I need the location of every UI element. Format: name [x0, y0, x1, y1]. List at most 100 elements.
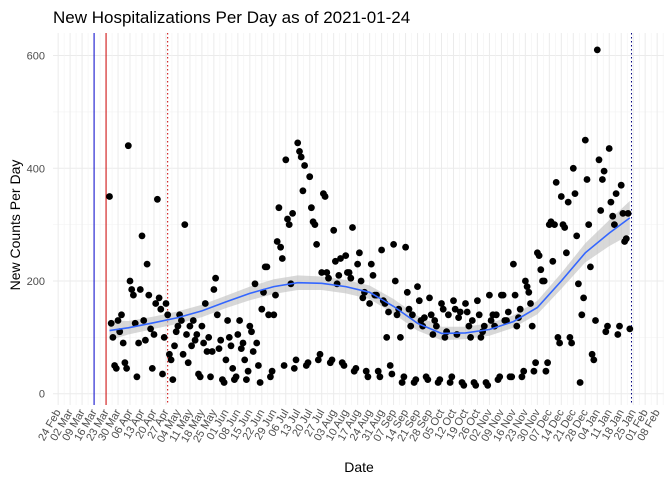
data-point	[178, 317, 185, 324]
data-point	[499, 291, 507, 299]
data-point	[407, 322, 415, 330]
data-point	[486, 291, 493, 299]
data-point	[212, 274, 220, 282]
data-point	[357, 277, 365, 285]
data-point	[169, 376, 177, 383]
data-point	[622, 235, 630, 243]
data-point	[614, 331, 622, 338]
data-point	[588, 350, 596, 358]
data-point	[166, 350, 173, 358]
data-point	[142, 336, 149, 344]
data-point	[186, 322, 194, 330]
data-point	[571, 190, 579, 198]
data-point	[292, 356, 300, 364]
data-point	[616, 322, 623, 330]
data-point	[592, 317, 599, 324]
data-point	[605, 145, 613, 152]
data-point	[284, 215, 291, 223]
data-point	[196, 373, 204, 381]
data-point	[150, 331, 158, 338]
y-axis-title: New Counts Per Day	[7, 160, 23, 291]
data-point	[403, 288, 411, 296]
data-point	[484, 381, 492, 389]
data-point	[236, 317, 244, 324]
data-point	[340, 362, 348, 369]
data-point	[530, 367, 538, 375]
data-point	[148, 365, 156, 372]
data-point	[347, 274, 355, 282]
data-point	[145, 291, 153, 299]
chart-title: New Hospitalizations Per Day as of 2021-…	[53, 8, 410, 27]
data-point	[455, 314, 462, 321]
data-point	[576, 379, 584, 386]
data-point	[280, 362, 288, 369]
data-point	[275, 204, 283, 212]
data-point	[237, 345, 245, 352]
data-point	[436, 376, 444, 383]
data-point	[378, 246, 385, 254]
data-point	[583, 176, 591, 183]
data-point	[263, 263, 271, 271]
data-point	[525, 288, 533, 296]
data-point	[152, 300, 160, 307]
data-point	[229, 365, 237, 372]
data-point	[510, 260, 517, 268]
data-point	[217, 336, 225, 344]
data-point	[508, 373, 516, 381]
data-point	[405, 305, 413, 313]
data-point	[359, 294, 367, 302]
data-point	[617, 181, 625, 189]
data-point	[335, 272, 343, 279]
data-point	[415, 297, 423, 305]
smooth-line	[109, 217, 631, 335]
data-point	[450, 297, 457, 305]
data-point	[154, 195, 161, 203]
data-point	[318, 269, 326, 276]
data-point	[564, 198, 572, 206]
data-point	[323, 269, 331, 276]
data-point	[532, 359, 539, 367]
y-tick-label: 400	[27, 163, 45, 175]
confidence-band	[109, 201, 630, 341]
data-point	[563, 249, 570, 257]
data-point	[205, 334, 213, 341]
data-point	[272, 291, 279, 299]
data-point	[198, 322, 206, 330]
data-point	[402, 243, 409, 251]
data-point	[412, 376, 420, 383]
data-point	[207, 373, 214, 381]
data-point	[612, 190, 620, 198]
y-tick-label: 0	[39, 389, 45, 401]
data-point	[248, 328, 255, 336]
data-point	[465, 322, 473, 330]
data-point	[352, 365, 360, 372]
data-point	[189, 317, 197, 324]
data-point	[227, 342, 235, 350]
data-point	[439, 305, 447, 313]
data-point	[364, 373, 372, 381]
data-point	[474, 297, 481, 305]
data-point	[304, 359, 312, 367]
data-point	[128, 286, 136, 293]
data-point	[243, 376, 250, 383]
data-point	[222, 356, 230, 364]
reference-lines	[93, 33, 632, 405]
data-point	[391, 277, 399, 285]
data-point	[172, 328, 180, 336]
data-point	[188, 342, 196, 350]
data-point	[208, 348, 216, 355]
data-point	[433, 322, 440, 330]
data-point	[106, 193, 113, 200]
data-point	[143, 260, 151, 268]
data-point	[468, 317, 476, 324]
data-point	[397, 334, 404, 341]
data-point	[308, 204, 315, 212]
data-point	[253, 339, 261, 347]
data-point	[246, 322, 254, 330]
data-point	[133, 373, 141, 381]
data-point	[119, 339, 127, 347]
data-point	[609, 212, 617, 220]
data-point	[345, 269, 353, 276]
